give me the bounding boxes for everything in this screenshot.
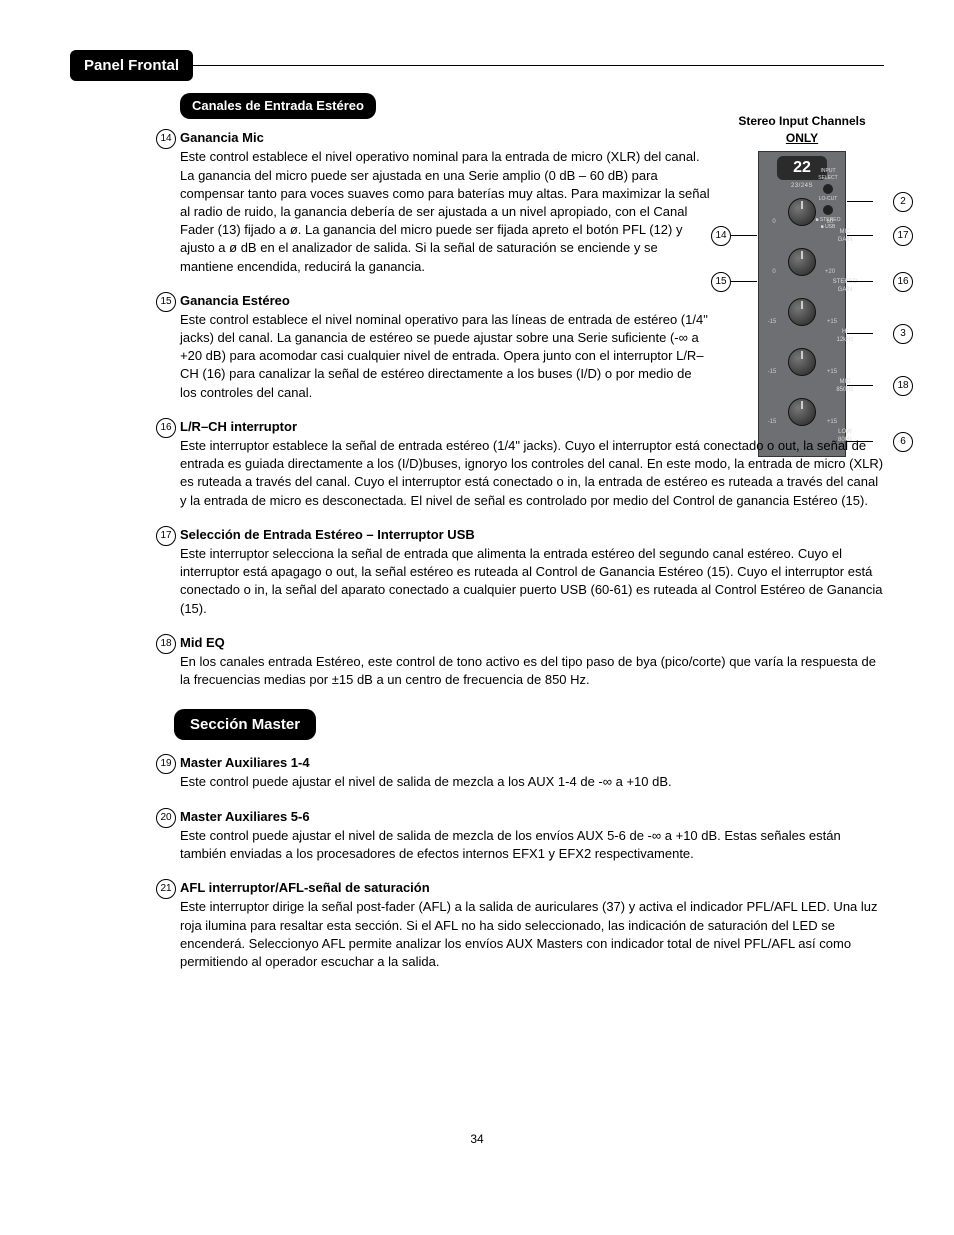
header-rule bbox=[193, 65, 884, 66]
stereo-tab: Canales de Entrada Estéreo bbox=[180, 93, 376, 119]
item-title: Ganancia Mic bbox=[180, 129, 884, 147]
item-body: Este interruptor selecciona la señal de … bbox=[180, 545, 884, 618]
item-body: Este control establece el nivel operativ… bbox=[180, 148, 710, 275]
item-body: Este control puede ajustar el nivel de s… bbox=[180, 773, 884, 791]
page-number: 34 bbox=[70, 1131, 884, 1148]
lead-line bbox=[847, 281, 873, 282]
callout-17: 17 bbox=[893, 226, 913, 246]
item-num: 19 bbox=[156, 754, 176, 774]
item-title: Master Auxiliares 5-6 bbox=[180, 808, 884, 826]
item-num: 21 bbox=[156, 879, 176, 899]
lead-line bbox=[731, 281, 757, 282]
item-num: 18 bbox=[156, 634, 176, 654]
item-title: Mid EQ bbox=[180, 634, 884, 652]
content-area: Stereo Input Channels ONLY 22 23/24S 0 6… bbox=[180, 93, 884, 971]
item-num: 20 bbox=[156, 808, 176, 828]
item-num: 15 bbox=[156, 292, 176, 312]
item-num: 14 bbox=[156, 129, 176, 149]
master-tab: Sección Master bbox=[174, 709, 316, 740]
item-num: 17 bbox=[156, 526, 176, 546]
page-tab: Panel Frontal bbox=[70, 50, 193, 81]
item-20: 20 Master Auxiliares 5-6 Este control pu… bbox=[180, 808, 884, 864]
callout-2: 2 bbox=[893, 192, 913, 212]
callout-18: 18 bbox=[893, 376, 913, 396]
item-body: Este control puede ajustar el nivel de s… bbox=[180, 827, 884, 863]
item-title: Selección de Entrada Estéreo – Interrupt… bbox=[180, 526, 884, 544]
item-num: 16 bbox=[156, 418, 176, 438]
item-14: 14 Ganancia Mic Este control establece e… bbox=[180, 129, 884, 276]
callout-16: 16 bbox=[893, 272, 913, 292]
item-body: Este interruptor dirige la señal post-fa… bbox=[180, 898, 884, 971]
item-18: 18 Mid EQ En los canales entrada Estéreo… bbox=[180, 634, 884, 690]
item-19: 19 Master Auxiliares 1-4 Este control pu… bbox=[180, 754, 884, 791]
item-title: Master Auxiliares 1-4 bbox=[180, 754, 884, 772]
item-title: AFL interruptor/AFL-señal de saturación bbox=[180, 879, 884, 897]
master-section-header: Sección Master bbox=[174, 709, 884, 740]
item-17: 17 Selección de Entrada Estéreo – Interr… bbox=[180, 526, 884, 618]
item-title: Ganancia Estéreo bbox=[180, 292, 884, 310]
diagram-title: Stereo Input Channels bbox=[712, 113, 892, 130]
item-body: Este interruptor establece la señal de e… bbox=[180, 437, 884, 510]
header-row: Panel Frontal bbox=[70, 50, 884, 81]
item-body: En los canales entrada Estéreo, este con… bbox=[180, 653, 884, 689]
item-16: 16 L/R–CH interruptor Este interruptor e… bbox=[180, 418, 884, 510]
callout-3: 3 bbox=[893, 324, 913, 344]
callout-6: 6 bbox=[893, 432, 913, 452]
item-title: L/R–CH interruptor bbox=[180, 418, 884, 436]
item-body: Este control establece el nivel nominal … bbox=[180, 311, 710, 402]
item-15: 15 Ganancia Estéreo Este control estable… bbox=[180, 292, 884, 402]
item-21: 21 AFL interruptor/AFL-señal de saturaci… bbox=[180, 879, 884, 971]
